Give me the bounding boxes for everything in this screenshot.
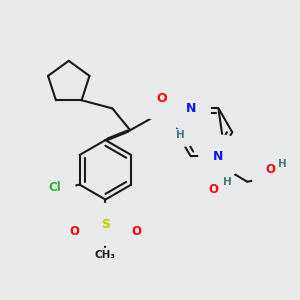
Text: N: N bbox=[175, 119, 185, 132]
Text: N: N bbox=[213, 150, 224, 163]
Text: H: H bbox=[223, 177, 232, 187]
Text: H: H bbox=[176, 130, 185, 140]
Text: O: O bbox=[131, 225, 141, 238]
Text: H: H bbox=[278, 159, 287, 169]
Text: O: O bbox=[266, 163, 276, 176]
Text: N: N bbox=[185, 102, 196, 115]
Text: Cl: Cl bbox=[49, 181, 61, 194]
Text: S: S bbox=[101, 218, 110, 231]
Text: O: O bbox=[157, 92, 167, 105]
Text: O: O bbox=[70, 225, 80, 238]
Text: CH₃: CH₃ bbox=[95, 250, 116, 260]
Text: O: O bbox=[208, 183, 218, 196]
